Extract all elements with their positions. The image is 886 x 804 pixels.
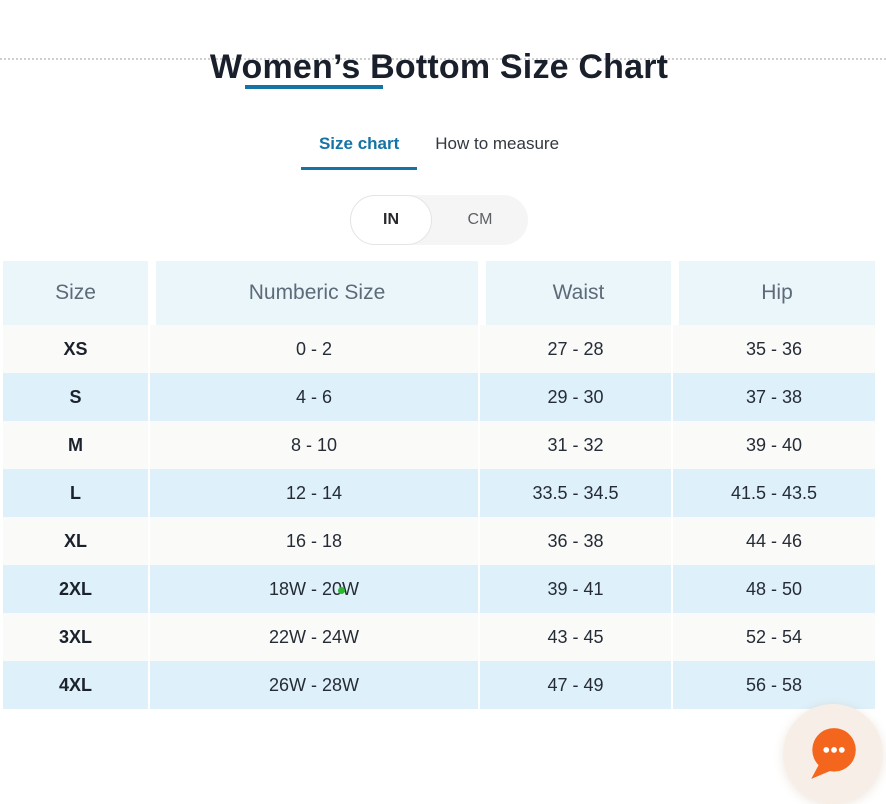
- cell-hip: 39 - 40: [671, 421, 875, 469]
- header-row: Size Numberic Size Waist Hip: [3, 261, 875, 325]
- cell-waist: 31 - 32: [478, 421, 671, 469]
- cell-hip: 35 - 36: [671, 325, 875, 373]
- cell-numeric: 0 - 2: [148, 325, 478, 373]
- cell-waist: 27 - 28: [478, 325, 671, 373]
- cell-waist: 39 - 41: [478, 565, 671, 613]
- cell-hip: 44 - 46: [671, 517, 875, 565]
- cell-size: XS: [3, 325, 148, 373]
- table-row: 4XL 26W - 28W 47 - 49 56 - 58: [3, 661, 875, 709]
- table-row: 3XL 22W - 24W 43 - 45 52 - 54: [3, 613, 875, 661]
- cell-hip: 48 - 50: [671, 565, 875, 613]
- cell-numeric: 26W - 28W: [148, 661, 478, 709]
- cell-waist: 29 - 30: [478, 373, 671, 421]
- header-numeric-size: Numberic Size: [148, 261, 478, 325]
- cell-hip: 37 - 38: [671, 373, 875, 421]
- size-chart-panel: Women’s Bottom Size Chart Size chart How…: [3, 48, 875, 709]
- unit-toggle: IN CM: [350, 195, 528, 245]
- cell-numeric: 8 - 10: [148, 421, 478, 469]
- page-title: Women’s Bottom Size Chart: [209, 48, 669, 86]
- cell-waist: 43 - 45: [478, 613, 671, 661]
- cell-size: 3XL: [3, 613, 148, 661]
- cell-numeric: 4 - 6: [148, 373, 478, 421]
- cell-hip: 56 - 58: [671, 661, 875, 709]
- tab-bar: Size chart How to measure: [3, 134, 875, 170]
- top-dotted-divider: [0, 58, 886, 60]
- chat-button[interactable]: [783, 704, 883, 804]
- cell-size: XL: [3, 517, 148, 565]
- table-row: L 12 - 14 33.5 - 34.5 41.5 - 43.5: [3, 469, 875, 517]
- cell-waist: 36 - 38: [478, 517, 671, 565]
- chat-bubble-icon: [811, 728, 856, 779]
- cell-size: 2XL: [3, 565, 148, 613]
- cell-numeric: 16 - 18: [148, 517, 478, 565]
- size-table-header: Size Numberic Size Waist Hip: [3, 261, 875, 325]
- cell-size: L: [3, 469, 148, 517]
- cell-numeric: 12 - 14: [148, 469, 478, 517]
- table-row: 2XL 18W - 20W 39 - 41 48 - 50: [3, 565, 875, 613]
- cell-hip: 52 - 54: [671, 613, 875, 661]
- cell-size: S: [3, 373, 148, 421]
- title-accent-line: [245, 85, 383, 89]
- green-annotation-dot: [338, 587, 345, 594]
- tab-size-chart[interactable]: Size chart: [300, 134, 418, 170]
- table-row: XS 0 - 2 27 - 28 35 - 36: [3, 325, 875, 373]
- cell-waist: 33.5 - 34.5: [478, 469, 671, 517]
- table-row: XL 16 - 18 36 - 38 44 - 46: [3, 517, 875, 565]
- header-size: Size: [3, 261, 148, 325]
- unit-option-cm[interactable]: CM: [467, 211, 493, 228]
- cell-numeric: 22W - 24W: [148, 613, 478, 661]
- size-table-body: XS 0 - 2 27 - 28 35 - 36 S 4 - 6 29 - 30 37 - 3…: [3, 325, 875, 709]
- cell-waist: 47 - 49: [478, 661, 671, 709]
- cell-size: M: [3, 421, 148, 469]
- cell-size: 4XL: [3, 661, 148, 709]
- tab-how-to-measure[interactable]: How to measure: [435, 134, 560, 153]
- cell-hip: 41.5 - 43.5: [671, 469, 875, 517]
- cell-numeric: 18W - 20W: [148, 565, 478, 613]
- header-hip: Hip: [671, 261, 875, 325]
- unit-option-in[interactable]: IN: [350, 195, 432, 245]
- size-table: Size Numberic Size Waist Hip XS 0 - 2 27 -…: [3, 261, 875, 709]
- header-waist: Waist: [478, 261, 671, 325]
